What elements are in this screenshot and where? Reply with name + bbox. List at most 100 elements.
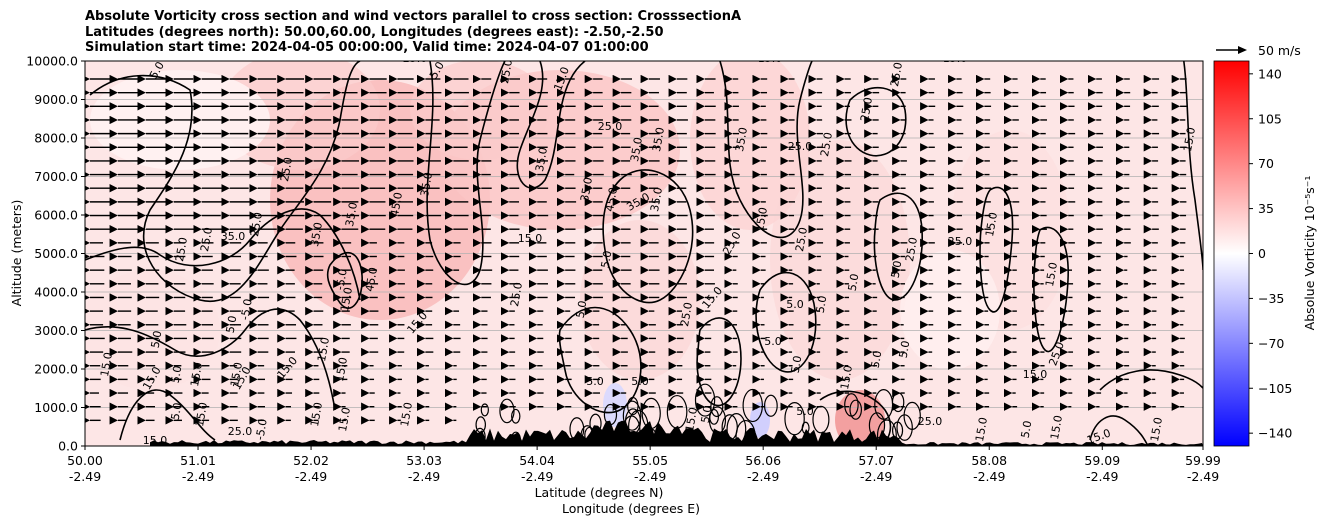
x-tick-label-lat: 57.07 — [858, 453, 894, 468]
x-tick-label-lon: -2.49 — [973, 469, 1005, 484]
contour-label: 35.0 — [650, 126, 667, 152]
x-tick-label-lon: -2.49 — [634, 469, 666, 484]
contour-label: 25.0 — [678, 301, 695, 327]
contour-label: 25.0 — [788, 140, 813, 153]
contour-label: 5.0 — [764, 335, 782, 348]
contour-line — [903, 401, 921, 430]
x-axis-label-lon: Longitude (degrees E) — [562, 501, 700, 516]
y-tick-label: 5000.0 — [34, 246, 78, 261]
contour-label: 15.0 — [98, 351, 115, 377]
y-tick-label: 4000.0 — [34, 285, 78, 300]
contour-label: 15.0 — [973, 416, 990, 442]
x-tick-label-lon: -2.49 — [182, 469, 214, 484]
contour-label: 5.0 — [1019, 420, 1035, 439]
x-tick-label-lon: -2.49 — [69, 469, 101, 484]
vorticity-region — [85, 270, 220, 390]
colorbar-tick-label: −140 — [1258, 426, 1292, 441]
contour-label: 15.0 — [398, 401, 415, 427]
contour-label: 35.0 — [628, 136, 645, 162]
contour-label: 15.0 — [943, 52, 968, 65]
x-tick-label-lat: 50.00 — [67, 453, 103, 468]
y-tick-label: 1000.0 — [34, 400, 78, 415]
x-tick-label-lat: 53.03 — [406, 453, 442, 468]
contour-label: 15.0 — [315, 336, 332, 362]
y-axis: 0.0 1000.0 2000.0 3000.0 4000.0 5000.0 6000.0 7… — [26, 54, 85, 454]
contour-label: 5.0 — [786, 298, 804, 311]
contour-label: 15.0 — [228, 361, 245, 387]
contour-line — [326, 251, 363, 309]
contour-label: 25.0 — [948, 235, 973, 248]
contour-label: 25.0 — [918, 415, 943, 428]
contour-label: 15.0 — [336, 406, 353, 432]
y-tick-label: 7000.0 — [34, 169, 78, 184]
x-tick-label-lat: 56.06 — [745, 453, 781, 468]
contour-label: 5.0 — [846, 273, 862, 292]
contour-label: 5.0 — [789, 355, 805, 374]
y-tick-label: 8000.0 — [34, 131, 78, 146]
x-tick-label-lat: 59.09 — [1084, 453, 1120, 468]
contour-label: 15.0 — [758, 52, 783, 65]
y-tick-label: 3000.0 — [34, 323, 78, 338]
contour-label: 15.0 — [1043, 261, 1060, 287]
y-tick-label: 10000.0 — [26, 54, 78, 69]
y-tick-label: 2000.0 — [34, 362, 78, 377]
colorbar-gradient — [1213, 60, 1250, 447]
contour-line — [622, 400, 642, 431]
contour-line — [694, 383, 716, 417]
terrain — [85, 420, 1203, 446]
contour-label: 15.0 — [1023, 368, 1048, 381]
chart-title-block: Absolute Vorticity cross section and win… — [85, 9, 741, 56]
contour-label: 35.0 — [343, 201, 360, 227]
colorbar: 140 105 70 35 0 −35 −70 −105 −140 Absolue Vortic… — [1213, 60, 1317, 447]
x-tick-label-lon: -2.49 — [295, 469, 327, 484]
colorbar-tick-label: −70 — [1258, 336, 1284, 351]
vorticity-region — [770, 140, 910, 380]
contour-label: 15.0 — [1048, 414, 1065, 440]
colorbar-tick-label: 140 — [1258, 66, 1282, 81]
chart-subtitle-2: Simulation start time: 2024-04-05 00:00:… — [85, 40, 649, 55]
contour-line — [499, 398, 515, 424]
contour-label: 15.0 — [838, 364, 855, 390]
x-tick-label-lon: -2.49 — [860, 469, 892, 484]
vorticity-region — [690, 61, 810, 230]
x-tick-label-lat: 55.05 — [632, 453, 668, 468]
y-tick-label: 9000.0 — [34, 92, 78, 107]
quiver-key: 50 m/s — [1216, 43, 1301, 58]
colorbar-ticks: 140 105 70 35 0 −35 −70 −105 −140 — [1249, 66, 1292, 441]
colorbar-tick-label: 0 — [1258, 246, 1266, 261]
x-tick-label-lat: 58.08 — [971, 453, 1007, 468]
contour-line — [1182, 61, 1203, 271]
chart-title: Absolute Vorticity cross section and win… — [85, 9, 742, 24]
contour-label: 35.0 — [648, 186, 665, 212]
contour-label: 25.0 — [508, 281, 525, 307]
contour-label: 15.0 — [983, 211, 1000, 237]
contour-label: 5.0 — [796, 405, 814, 418]
x-tick-label-lat: 51.01 — [180, 453, 216, 468]
contour-line — [85, 308, 336, 411]
contour-label: 25.0 — [793, 226, 810, 252]
contour-label: 5.0 — [897, 340, 913, 359]
x-axis: 50.00-2.4951.01-2.4952.02-2.4953.03-2.49… — [67, 446, 1221, 484]
y-axis-label: Altitude (meters) — [9, 200, 24, 307]
contour-label: 15.0 — [1085, 426, 1112, 447]
wind-vectors — [85, 74, 1187, 425]
contour-label: 5.0 — [814, 295, 830, 314]
contour-label: 15.0 — [1148, 416, 1165, 442]
contour-line — [868, 412, 886, 439]
y-tick-label: 0.0 — [58, 439, 78, 454]
chart-subtitle-1: Latitudes (degrees north): 50.00,60.00, … — [85, 24, 664, 40]
contour-line — [844, 393, 859, 417]
contour-label: 25.0 — [228, 425, 253, 438]
contour-label: 15.0 — [1181, 126, 1198, 152]
contour-label: 25.0 — [198, 226, 215, 252]
x-tick-label-lon: -2.49 — [747, 469, 779, 484]
y-tick-label: 6000.0 — [34, 208, 78, 223]
colorbar-tick-label: −35 — [1258, 291, 1284, 306]
contour-label: 35.0 — [221, 230, 246, 243]
contour-label: 5.0 — [599, 250, 615, 269]
contour-line — [1089, 415, 1149, 446]
contour-line — [763, 394, 778, 417]
x-tick-label-lon: -2.49 — [408, 469, 440, 484]
x-tick-label-lat: 59.99 — [1185, 453, 1221, 468]
